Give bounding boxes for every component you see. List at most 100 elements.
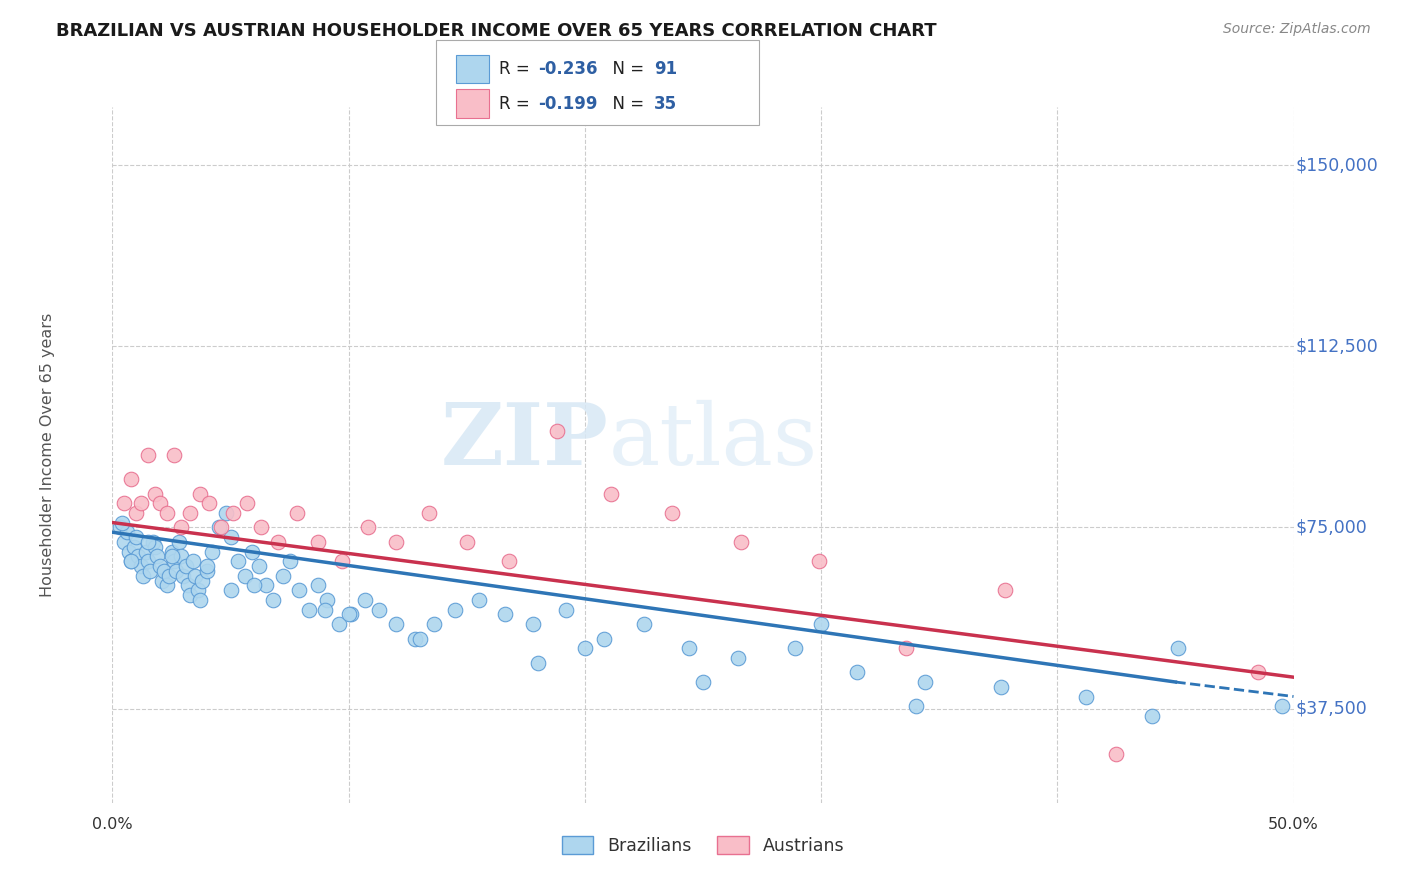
Point bbox=[285, 506, 308, 520]
Point bbox=[153, 564, 176, 578]
Point bbox=[188, 486, 211, 500]
Point bbox=[730, 534, 752, 549]
Point bbox=[195, 559, 218, 574]
Text: $37,500: $37,500 bbox=[1296, 699, 1368, 717]
Point bbox=[215, 506, 238, 520]
Point bbox=[404, 632, 426, 646]
Point bbox=[1140, 708, 1163, 723]
Point bbox=[330, 554, 353, 568]
Point bbox=[111, 516, 134, 530]
Point bbox=[136, 534, 159, 549]
Point bbox=[418, 506, 440, 520]
Point bbox=[136, 448, 159, 462]
Point bbox=[385, 534, 408, 549]
Point bbox=[243, 578, 266, 592]
Point bbox=[163, 554, 186, 568]
Point bbox=[555, 602, 578, 616]
Point bbox=[115, 525, 138, 540]
Point bbox=[195, 564, 218, 578]
Point bbox=[236, 496, 259, 510]
Point bbox=[135, 544, 157, 558]
Legend: Brazilians, Austrians: Brazilians, Austrians bbox=[553, 828, 853, 863]
Point bbox=[177, 578, 200, 592]
Point bbox=[422, 617, 444, 632]
Point bbox=[456, 534, 478, 549]
Point bbox=[226, 554, 249, 568]
Point bbox=[340, 607, 363, 622]
Text: 35: 35 bbox=[654, 95, 676, 112]
Point bbox=[1074, 690, 1097, 704]
Point bbox=[118, 544, 141, 558]
Point bbox=[316, 592, 339, 607]
Point bbox=[328, 617, 350, 632]
Point bbox=[250, 520, 273, 534]
Text: -0.236: -0.236 bbox=[538, 60, 598, 78]
Point bbox=[271, 568, 294, 582]
Point bbox=[125, 506, 148, 520]
Point bbox=[129, 559, 152, 574]
Point bbox=[186, 583, 208, 598]
Point bbox=[307, 534, 329, 549]
Point bbox=[356, 520, 378, 534]
Point bbox=[233, 568, 256, 582]
Point bbox=[222, 506, 245, 520]
Text: R =: R = bbox=[499, 95, 536, 112]
Text: Source: ZipAtlas.com: Source: ZipAtlas.com bbox=[1223, 22, 1371, 37]
Point bbox=[368, 602, 391, 616]
Text: atlas: atlas bbox=[609, 400, 818, 483]
Point bbox=[1105, 747, 1128, 762]
Point bbox=[201, 544, 224, 558]
Point bbox=[498, 554, 520, 568]
Point bbox=[1271, 699, 1294, 714]
Point bbox=[904, 699, 927, 714]
Point bbox=[845, 665, 868, 680]
Point bbox=[522, 617, 544, 632]
Text: R =: R = bbox=[499, 60, 536, 78]
Point bbox=[914, 675, 936, 690]
Point bbox=[143, 486, 166, 500]
Point bbox=[150, 574, 173, 588]
Point bbox=[894, 641, 917, 656]
Text: $150,000: $150,000 bbox=[1296, 156, 1379, 174]
Point bbox=[191, 574, 214, 588]
Point bbox=[184, 568, 207, 582]
Point bbox=[810, 617, 832, 632]
Point bbox=[181, 554, 204, 568]
Point bbox=[408, 632, 430, 646]
Point bbox=[170, 520, 193, 534]
Point bbox=[267, 534, 290, 549]
Point bbox=[633, 617, 655, 632]
Text: BRAZILIAN VS AUSTRIAN HOUSEHOLDER INCOME OVER 65 YEARS CORRELATION CHART: BRAZILIAN VS AUSTRIAN HOUSEHOLDER INCOME… bbox=[56, 22, 936, 40]
Point bbox=[160, 549, 183, 564]
Point bbox=[307, 578, 329, 592]
Point bbox=[179, 588, 201, 602]
Point bbox=[167, 534, 190, 549]
Point bbox=[494, 607, 516, 622]
Point bbox=[354, 592, 377, 607]
Point bbox=[785, 641, 807, 656]
Point bbox=[444, 602, 467, 616]
Point bbox=[156, 578, 179, 592]
Text: -0.199: -0.199 bbox=[538, 95, 598, 112]
Point bbox=[112, 534, 135, 549]
Point bbox=[467, 592, 489, 607]
Point bbox=[179, 506, 201, 520]
Text: N =: N = bbox=[602, 95, 650, 112]
Text: $112,500: $112,500 bbox=[1296, 337, 1379, 355]
Point bbox=[1167, 641, 1189, 656]
Point bbox=[198, 496, 221, 510]
Point bbox=[163, 448, 186, 462]
Point bbox=[219, 583, 242, 598]
Point bbox=[337, 607, 360, 622]
Text: 91: 91 bbox=[654, 60, 676, 78]
Point bbox=[165, 564, 187, 578]
Point bbox=[174, 559, 197, 574]
Point bbox=[526, 656, 548, 670]
Point bbox=[120, 472, 142, 486]
Point bbox=[120, 554, 142, 568]
Point bbox=[278, 554, 301, 568]
Point bbox=[692, 675, 714, 690]
Point bbox=[807, 554, 830, 568]
Point bbox=[1247, 665, 1270, 680]
Point bbox=[127, 549, 149, 564]
